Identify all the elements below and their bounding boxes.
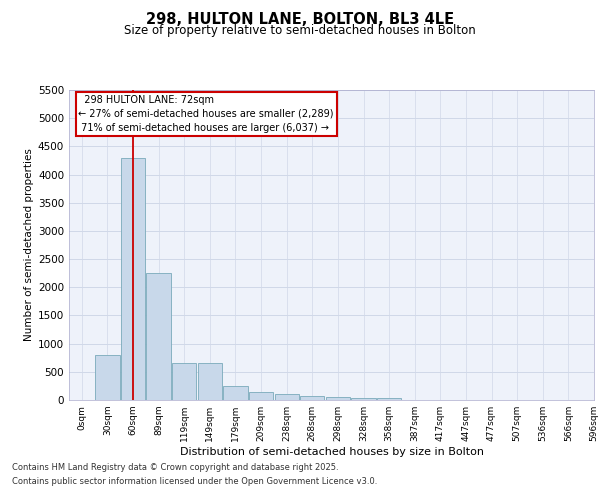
Bar [300, 396, 325, 400]
Bar [172, 364, 196, 400]
Bar [275, 394, 299, 400]
Y-axis label: Number of semi-detached properties: Number of semi-detached properties [24, 148, 34, 342]
Bar [249, 392, 273, 400]
Text: Contains HM Land Registry data © Crown copyright and database right 2025.: Contains HM Land Registry data © Crown c… [12, 464, 338, 472]
Text: Size of property relative to semi-detached houses in Bolton: Size of property relative to semi-detach… [124, 24, 476, 37]
Bar [352, 398, 376, 400]
Text: 298 HULTON LANE: 72sqm  
← 27% of semi-detached houses are smaller (2,289)
 71% : 298 HULTON LANE: 72sqm ← 27% of semi-det… [79, 94, 334, 132]
Bar [326, 397, 350, 400]
Text: Contains public sector information licensed under the Open Government Licence v3: Contains public sector information licen… [12, 477, 377, 486]
Bar [223, 386, 248, 400]
Bar [146, 273, 171, 400]
Text: 298, HULTON LANE, BOLTON, BL3 4LE: 298, HULTON LANE, BOLTON, BL3 4LE [146, 12, 454, 28]
Bar [95, 355, 119, 400]
X-axis label: Distribution of semi-detached houses by size in Bolton: Distribution of semi-detached houses by … [179, 447, 484, 457]
Bar [377, 398, 401, 400]
Bar [197, 364, 222, 400]
Bar [121, 158, 145, 400]
